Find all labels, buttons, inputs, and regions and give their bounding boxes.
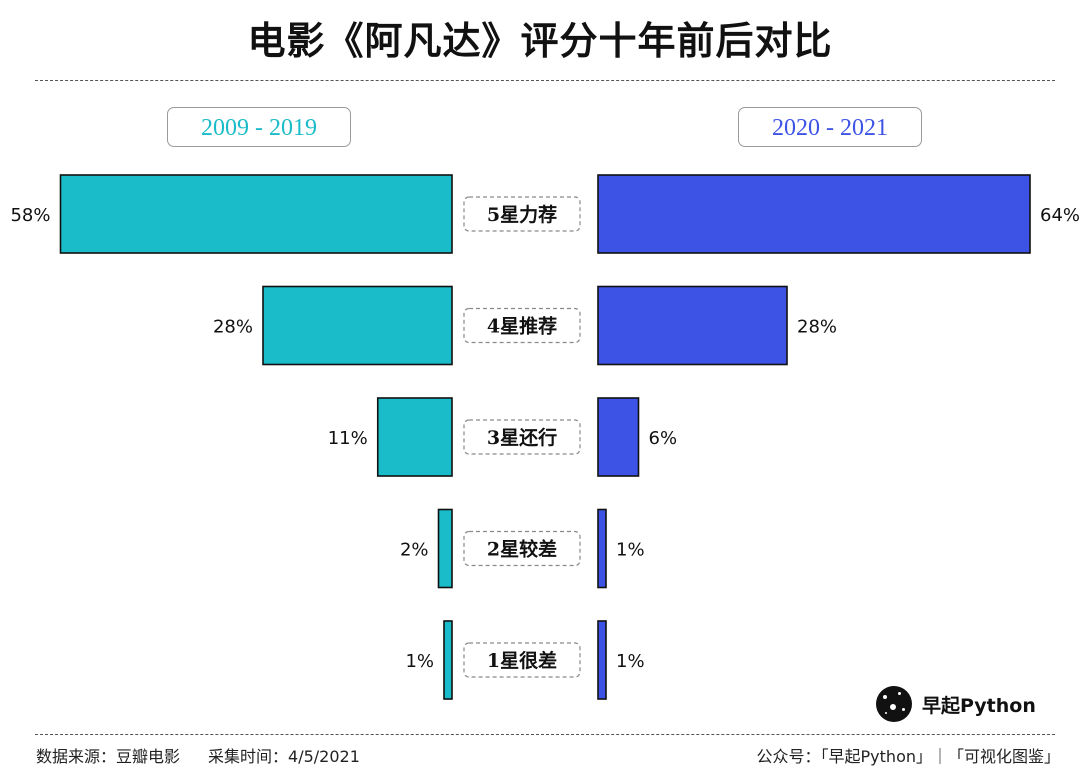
category-label-3-star: 3星还行 (487, 426, 557, 449)
category-box-5-star (463, 196, 581, 232)
legend-right-period: 2020 - 2021 (738, 107, 922, 147)
brand-name: 早起Python (922, 694, 1036, 717)
brand-watermark: 早起Python (876, 686, 1036, 722)
bar-left-3-star (376, 397, 453, 477)
top-divider (35, 80, 1055, 81)
value-label-right-3-star: 6% (649, 428, 678, 449)
bar-left-2-star (437, 508, 453, 589)
category-label-1-star: 1星很差 (487, 649, 557, 672)
value-label-right-2-star: 1% (616, 540, 645, 561)
bar-right-3-star (597, 397, 640, 477)
category-box-1-star (463, 642, 581, 678)
value-label-left-3-star: 11% (328, 428, 368, 449)
bar-left-5-star (59, 174, 453, 254)
bottom-divider (35, 734, 1055, 735)
category-label-4-star: 4星推荐 (487, 315, 557, 338)
value-label-right-5-star: 64% (1040, 205, 1080, 226)
bar-right-4-star (597, 285, 788, 366)
category-label-2-star: 2星较差 (487, 538, 557, 561)
category-box-2-star (463, 530, 581, 567)
planet-logo-icon (876, 686, 912, 722)
bar-right-2-star (597, 508, 607, 589)
bar-right-5-star (597, 174, 1031, 254)
value-label-left-4-star: 28% (213, 317, 253, 338)
category-box-3-star (463, 419, 581, 455)
bar-left-1-star (443, 620, 453, 700)
collection-time-text: 采集时间：4/5/2021 (208, 747, 360, 766)
category-label-5-star: 5星力荐 (487, 203, 557, 226)
footer-left: 数据来源：豆瓣电影 采集时间：4/5/2021 (36, 743, 360, 767)
account-text: 公众号：「早起Python」｜「可视化图鉴」 (756, 747, 1060, 766)
category-box-4-star (463, 307, 581, 344)
value-label-left-5-star: 58% (10, 205, 50, 226)
legend-left-period: 2009 - 2019 (167, 107, 351, 147)
bar-right-1-star (597, 620, 607, 700)
data-source-text: 数据来源：豆瓣电影 (36, 747, 181, 766)
chart-title: 电影《阿凡达》评分十年前后对比 (247, 18, 833, 63)
value-label-right-4-star: 28% (797, 317, 837, 338)
value-label-left-1-star: 1% (405, 651, 434, 672)
bar-left-4-star (262, 285, 453, 366)
value-label-left-2-star: 2% (400, 540, 429, 561)
value-label-right-1-star: 1% (616, 651, 645, 672)
